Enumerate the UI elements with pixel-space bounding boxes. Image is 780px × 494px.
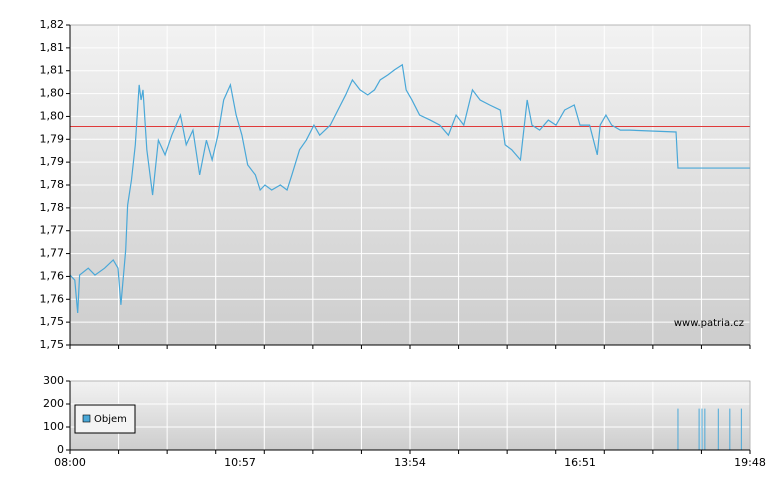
y-tick-label: 1,75 — [40, 338, 65, 351]
y-tick-label: 100 — [43, 420, 64, 433]
y-tick-label: 0 — [57, 443, 64, 456]
y-tick-label: 1,79 — [40, 132, 65, 145]
y-tick-label: 1,81 — [40, 64, 65, 77]
y-tick-label: 1,78 — [40, 201, 65, 214]
y-tick-label: 1,76 — [40, 269, 65, 282]
y-tick-label: 1,80 — [40, 87, 65, 100]
y-tick-label: 1,79 — [40, 155, 65, 168]
x-tick-label: 10:57 — [224, 456, 256, 469]
x-tick-label: 13:54 — [394, 456, 426, 469]
y-tick-label: 1,77 — [40, 224, 65, 237]
y-tick-label: 1,82 — [40, 18, 65, 31]
x-tick-label: 19:48 — [734, 456, 766, 469]
x-tick-label: 16:51 — [564, 456, 596, 469]
y-tick-label: 300 — [43, 374, 64, 387]
legend-label: Objem — [94, 414, 127, 425]
legend-swatch — [82, 414, 91, 423]
y-tick-label: 1,78 — [40, 178, 65, 191]
price-line — [69, 63, 750, 314]
watermark: www.patria.cz — [674, 318, 744, 329]
y-tick-label: 1,80 — [40, 109, 65, 122]
y-tick-label: 1,76 — [40, 292, 65, 305]
y-tick-label: 1,75 — [40, 315, 65, 328]
x-tick-label: 08:00 — [54, 456, 86, 469]
y-tick-label: 1,81 — [40, 41, 65, 54]
y-tick-label: 200 — [43, 397, 64, 410]
y-tick-label: 1,77 — [40, 247, 65, 260]
